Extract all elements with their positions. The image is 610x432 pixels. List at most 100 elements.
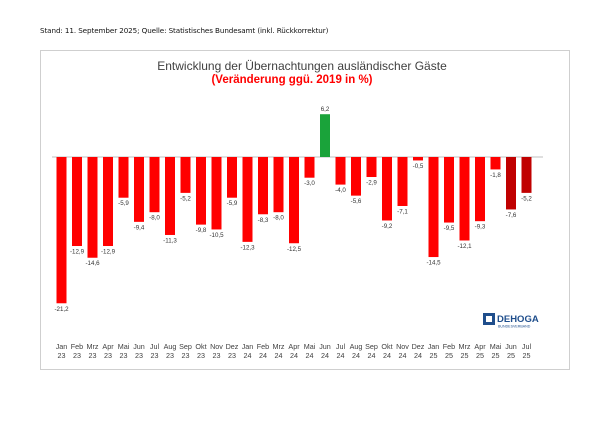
- tick-year-11: 23: [228, 351, 236, 360]
- data-label-4: -5,9: [118, 200, 129, 207]
- tick-year-29: 25: [507, 351, 515, 360]
- bar-5: [134, 157, 144, 222]
- bar-4: [118, 157, 129, 198]
- tick-year-20: 24: [368, 351, 376, 360]
- bar-24: [428, 157, 439, 258]
- tick-year-15: 24: [290, 351, 298, 360]
- data-label-21: -9,2: [382, 223, 393, 230]
- tick-month-14: Mrz: [273, 342, 285, 351]
- bar-30: [521, 157, 532, 193]
- data-label-3: -12,9: [101, 249, 116, 256]
- dehoga-logo: DEHOGA BUNDESVERBAND: [483, 313, 539, 329]
- data-label-11: -5,9: [227, 200, 238, 207]
- data-label-20: -2,9: [366, 180, 377, 187]
- data-label-23: -0,5: [413, 163, 424, 170]
- bar-series: [56, 114, 532, 304]
- tick-month-17: Jun: [319, 342, 331, 351]
- tick-month-6: Jul: [150, 342, 160, 351]
- data-label-28: -1,8: [490, 172, 501, 179]
- data-label-0: -21,2: [54, 306, 69, 313]
- data-label-18: -4,0: [335, 187, 346, 194]
- tick-year-24: 25: [430, 351, 438, 360]
- data-label-22: -7,1: [397, 208, 408, 215]
- tick-year-14: 24: [275, 351, 283, 360]
- tick-month-21: Okt: [381, 342, 392, 351]
- data-labels: -21,2 -12,9-14,6-12,9 -5,9 -9,4 -8,0 -11,3 -5,…: [54, 106, 532, 313]
- data-label-8: -5,2: [180, 195, 191, 202]
- tick-year-23: 24: [414, 351, 422, 360]
- data-label-19: -5,6: [351, 198, 362, 205]
- source-note: Stand: 11. September 2025; Quelle: Stati…: [40, 26, 329, 35]
- tick-month-30: Jul: [522, 342, 532, 351]
- tick-year-22: 24: [399, 351, 407, 360]
- data-label-7: -11,3: [163, 237, 177, 244]
- data-label-5: -9,4: [134, 224, 145, 231]
- bar-7: [165, 157, 175, 235]
- logo-mark-inner: [486, 316, 492, 322]
- tick-year-6: 23: [151, 351, 159, 360]
- tick-month-28: Mai: [490, 342, 502, 351]
- tick-year-7: 23: [166, 351, 174, 360]
- bar-6: [149, 157, 160, 213]
- tick-month-1: Feb: [71, 342, 83, 351]
- data-label-6: -8,0: [149, 215, 160, 222]
- tick-year-17: 24: [321, 351, 329, 360]
- bar-10: [211, 157, 222, 230]
- tick-month-4: Mai: [118, 342, 130, 351]
- tick-year-26: 25: [461, 351, 469, 360]
- tick-year-3: 23: [104, 351, 112, 360]
- data-label-29: -7,6: [506, 212, 517, 219]
- data-label-9: -9,8: [196, 227, 207, 234]
- tick-month-20: Sep: [365, 342, 378, 351]
- data-label-16: -3,0: [304, 180, 315, 187]
- data-label-10: -10,5: [209, 232, 224, 239]
- tick-month-10: Nov: [210, 342, 223, 351]
- tick-month-24: Jan: [428, 342, 440, 351]
- bar-16: [304, 157, 315, 178]
- bar-25: [444, 157, 454, 223]
- bar-18: [335, 157, 346, 185]
- tick-month-0: Jan: [56, 342, 68, 351]
- bar-1: [72, 157, 82, 247]
- bar-13: [258, 157, 268, 215]
- data-label-24: -14,5: [426, 260, 441, 267]
- tick-year-4: 23: [120, 351, 128, 360]
- tick-year-18: 24: [337, 351, 345, 360]
- tick-month-16: Mai: [304, 342, 316, 351]
- bar-21: [382, 157, 392, 221]
- bar-17: [320, 114, 330, 157]
- tick-month-18: Jul: [336, 342, 346, 351]
- chart-subtitle: (Veränderung ggü. 2019 in %): [211, 74, 372, 86]
- tick-month-29: Jun: [505, 342, 517, 351]
- bar-2: [87, 157, 98, 258]
- tick-month-9: Okt: [195, 342, 206, 351]
- data-label-30: -5,2: [521, 195, 532, 202]
- bar-11: [227, 157, 237, 198]
- tick-year-19: 24: [352, 351, 360, 360]
- data-label-1: -12,9: [70, 249, 85, 256]
- tick-year-27: 25: [476, 351, 484, 360]
- tick-year-9: 23: [197, 351, 205, 360]
- tick-year-28: 25: [492, 351, 500, 360]
- bar-0: [56, 157, 67, 304]
- data-label-14: -8,0: [273, 215, 284, 222]
- tick-month-7: Aug: [164, 342, 177, 351]
- tick-month-13: Feb: [257, 342, 269, 351]
- data-label-12: -12,3: [240, 244, 255, 251]
- tick-year-30: 25: [523, 351, 531, 360]
- data-label-13: -8,3: [258, 217, 269, 224]
- data-label-2: -14,6: [85, 260, 100, 267]
- tick-month-5: Jun: [133, 342, 145, 351]
- bar-15: [289, 157, 299, 244]
- chart-title: Entwicklung der Übernachtungen ausländis…: [157, 59, 447, 73]
- tick-year-13: 24: [259, 351, 267, 360]
- logo-subtext: BUNDESVERBAND: [498, 325, 531, 329]
- tick-month-27: Apr: [474, 342, 486, 351]
- tick-month-19: Aug: [350, 342, 363, 351]
- tick-month-26: Mrz: [459, 342, 471, 351]
- x-axis-ticks: Jan23Feb23Mrz23Apr23Mai23Jun23Jul23Aug23…: [56, 342, 532, 360]
- tick-month-23: Dez: [412, 342, 425, 351]
- logo-text: DEHOGA: [497, 314, 539, 325]
- tick-year-8: 23: [182, 351, 190, 360]
